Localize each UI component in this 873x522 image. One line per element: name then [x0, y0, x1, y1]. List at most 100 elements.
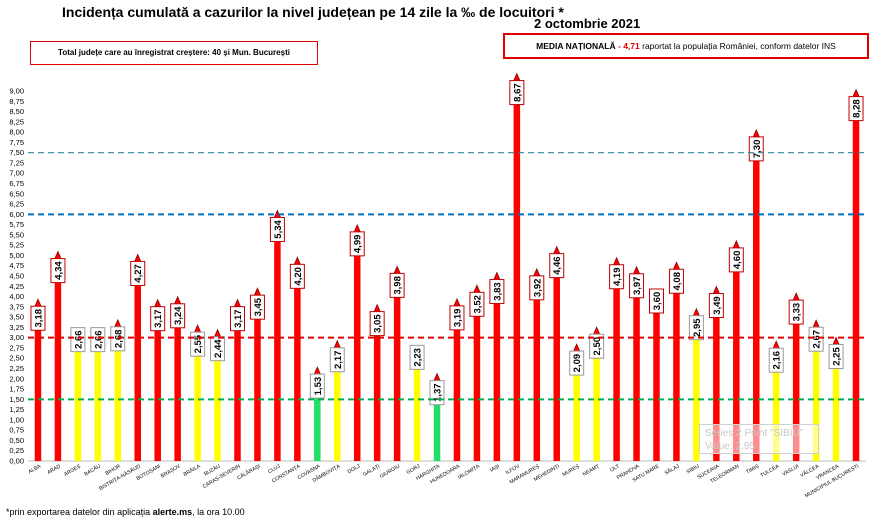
data-label-box-25 [529, 275, 545, 301]
data-label-box-7 [170, 303, 186, 329]
bar-35 [733, 271, 740, 461]
bar-36 [753, 160, 760, 461]
data-label-text-7: 3,24 [173, 306, 184, 325]
bar-15 [334, 371, 341, 461]
data-label-8: 2,55 [190, 331, 206, 357]
category-label-18: GIURGIU [379, 463, 401, 479]
data-label-box-5 [130, 260, 146, 286]
bar-14 [314, 398, 321, 461]
bar-22 [473, 316, 481, 461]
y-tick-label: 5,00 [9, 251, 24, 260]
national-average-label: MEDIA NAȚIONALĂ [536, 41, 616, 51]
data-label-box-26 [549, 253, 565, 279]
category-label-22: IALOMIȚA [457, 463, 481, 481]
data-label-box-2 [70, 327, 86, 353]
data-label-15: 2,17 [329, 347, 345, 373]
category-label-8: BRĂILA [182, 462, 202, 478]
data-label-13: 4,20 [289, 263, 305, 289]
data-label-box-35 [728, 247, 744, 273]
y-tick-label: 0,00 [9, 457, 24, 466]
data-label-text-20: 1,37 [433, 383, 444, 402]
total-counties-text: Total județe care au înregistrat creșter… [58, 48, 290, 57]
bar-25 [533, 299, 541, 461]
data-label-box-14 [309, 373, 325, 399]
data-label-22: 3,52 [469, 291, 485, 317]
data-label-26: 4,46 [549, 253, 565, 279]
data-label-7: 3,24 [170, 303, 186, 329]
y-tick-label: 2,75 [9, 343, 24, 352]
bar-2 [74, 351, 82, 461]
category-label-37: TULCEA [759, 463, 780, 479]
data-label-9: 2,44 [210, 336, 226, 362]
data-label-text-29: 4,19 [612, 267, 623, 286]
bar-31 [653, 313, 660, 461]
category-label-1: ARAD [46, 463, 62, 476]
hover-tooltip: Series 2 Point "SIBIU" Value: 2.95 [699, 424, 819, 454]
category-label-29: OLT [609, 463, 621, 473]
data-label-text-16: 4,99 [353, 235, 364, 254]
data-label-box-0 [30, 305, 46, 331]
category-label-0: ALBA [27, 463, 42, 475]
bar-20 [433, 404, 441, 461]
y-tick-label: 0,25 [9, 446, 24, 455]
data-label-27: 2,09 [569, 350, 585, 376]
data-label-text-21: 3,19 [452, 309, 463, 328]
data-label-text-8: 2,55 [193, 334, 204, 353]
data-label-24: 8,67 [509, 80, 525, 106]
data-label-text-34: 3,49 [712, 296, 723, 315]
data-label-text-22: 3,52 [472, 295, 483, 314]
data-label-box-18 [389, 272, 405, 298]
y-tick-label: 1,00 [9, 415, 24, 424]
data-label-box-12 [269, 216, 285, 242]
bar-30 [633, 297, 640, 461]
data-label-text-33: 2,95 [692, 318, 703, 337]
data-label-12: 5,34 [269, 216, 285, 242]
data-label-box-24 [509, 80, 525, 106]
data-label-text-10: 3,17 [233, 309, 244, 328]
data-label-17: 3,05 [369, 311, 385, 337]
bar-12 [274, 241, 281, 461]
data-label-text-31: 3,60 [652, 292, 663, 311]
data-label-text-13: 4,20 [293, 267, 304, 286]
data-label-text-30: 3,97 [632, 277, 643, 296]
data-label-10: 3,17 [230, 306, 245, 332]
data-label-box-21 [449, 305, 465, 331]
y-tick-label: 5,25 [9, 241, 24, 250]
y-tick-label: 8,25 [9, 117, 24, 126]
footnote-prefix: *prin exportarea datelor din aplicația [6, 507, 153, 517]
data-label-box-4 [110, 326, 126, 352]
data-label-box-30 [629, 273, 645, 299]
bar-33 [693, 339, 700, 461]
footnote-suffix: , la ora 10.00 [192, 507, 245, 517]
data-label-box-19 [409, 344, 425, 370]
bar-7 [174, 327, 181, 461]
data-label-box-10 [230, 306, 245, 332]
data-label-box-40 [828, 344, 844, 369]
bar-38 [792, 324, 800, 461]
y-tick-label: 3,75 [9, 302, 24, 311]
data-label-6: 3,17 [150, 306, 166, 332]
y-tick-label: 0,75 [9, 426, 24, 435]
bar-10 [234, 330, 241, 461]
data-label-text-3: 2,66 [93, 330, 104, 349]
y-tick-label: 3,00 [9, 333, 24, 342]
bar-28 [593, 358, 600, 461]
data-label-1: 4,34 [50, 258, 66, 284]
y-tick-label: 0,50 [9, 436, 24, 445]
y-tick-label: 6,25 [9, 200, 24, 209]
data-label-box-22 [469, 291, 485, 317]
data-label-38: 3,33 [788, 299, 804, 325]
data-label-text-27: 2,09 [572, 354, 583, 373]
y-tick-label: 9,00 [9, 87, 24, 96]
data-label-23: 3,83 [489, 279, 505, 305]
y-tick-label: 5,50 [9, 230, 24, 239]
data-label-text-26: 4,46 [552, 256, 563, 275]
data-label-28: 2,50 [589, 333, 605, 359]
bar-3 [94, 351, 102, 461]
y-tick-label: 4,75 [9, 261, 24, 270]
data-label-5: 4,27 [130, 260, 146, 286]
category-label-3: BACĂU [83, 463, 102, 478]
data-label-box-11 [249, 294, 265, 320]
bar-1 [54, 282, 62, 461]
chart-date: 2 octombrie 2021 [534, 16, 641, 31]
